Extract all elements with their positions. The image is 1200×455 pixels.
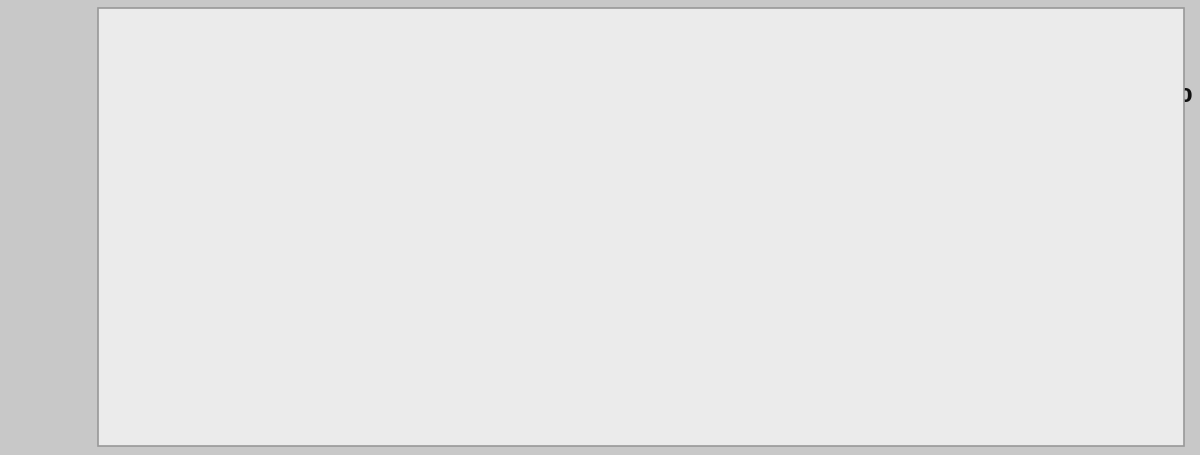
Text: A piece of wire has resistance of 1.25 Ω. The wire is made of a material with re: A piece of wire has resistance of 1.25 Ω… (118, 87, 1193, 106)
Text: Length = 10 m; diameter = 1.45 mm: Length = 10 m; diameter = 1.45 mm (156, 253, 556, 272)
Text: Ωm.  What is the dimension of the wire?: Ωm. What is the dimension of the wire? (118, 148, 575, 167)
Text: Length = 15 m; diameter = 3.14 mm: Length = 15 m; diameter = 3.14 mm (156, 354, 556, 372)
Text: -7: -7 (1026, 72, 1040, 86)
Text: Length = 15 m; diameter = 1.11 cm: Length = 15 m; diameter = 1.11 cm (156, 404, 547, 423)
Text: Length = 10 m; diameter = 2.89 mm: Length = 10 m; diameter = 2.89 mm (156, 303, 556, 322)
